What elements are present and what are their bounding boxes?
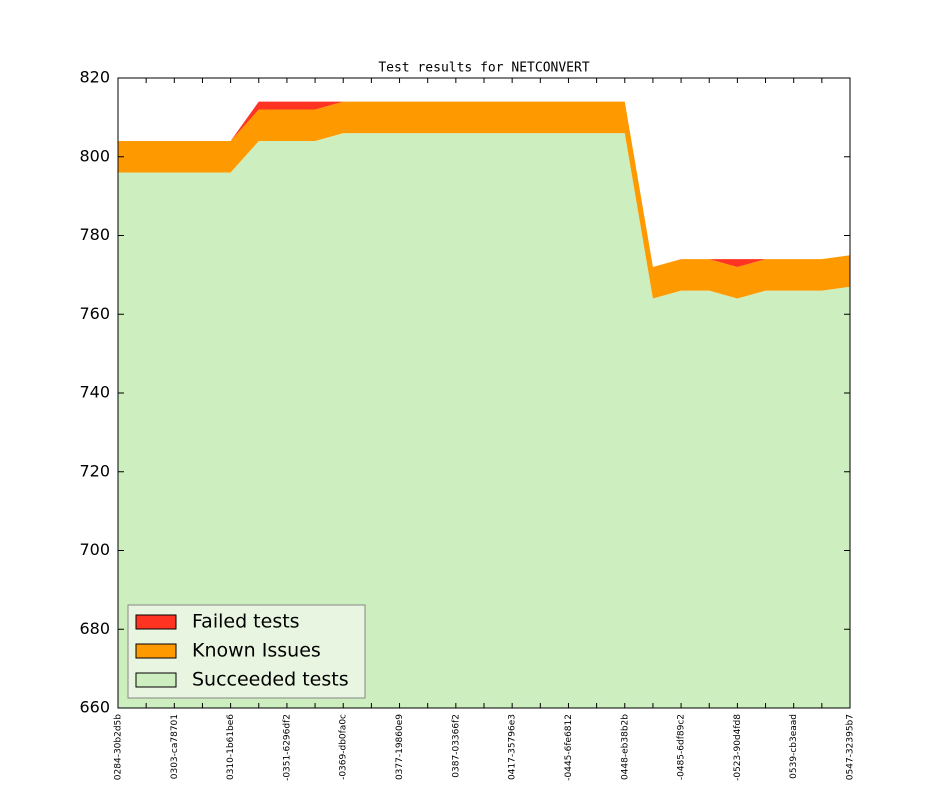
area bbox=[118, 101, 850, 299]
y-tick-label: 700 bbox=[79, 540, 110, 559]
x-tick-label: -0351-6296df2 bbox=[282, 714, 292, 781]
x-tick-label: -0523-90d4fd8 bbox=[733, 714, 743, 781]
y-tick-label: 660 bbox=[79, 698, 110, 717]
y-tick-label: 720 bbox=[79, 461, 110, 480]
x-tick-label: -0369-db0fa0c bbox=[339, 714, 349, 780]
x-tick-label: -0445-6fe6812 bbox=[564, 714, 574, 781]
y-tick-label: 820 bbox=[79, 68, 110, 87]
legend-swatch bbox=[135, 614, 177, 630]
legend-label: Succeeded tests bbox=[192, 669, 349, 691]
chart-title: Test results for NETCONVERT bbox=[378, 61, 589, 76]
y-tick-label: 780 bbox=[79, 225, 110, 244]
x-tick-label: -0485-6df89c2 bbox=[677, 714, 687, 780]
x-tick-label: 0539-cb3eaad bbox=[789, 714, 799, 779]
legend-swatch bbox=[135, 672, 177, 688]
y-tick-label: 740 bbox=[79, 383, 110, 402]
y-tick-label: 800 bbox=[79, 146, 110, 165]
legend-label: Failed tests bbox=[192, 611, 300, 633]
x-tick-label: 0448-eb38b2b bbox=[620, 714, 630, 780]
x-tick-label: 0377-19860e9 bbox=[395, 714, 405, 780]
legend-swatch bbox=[135, 643, 177, 659]
legend-label: Known Issues bbox=[192, 640, 321, 662]
y-tick-label: 680 bbox=[79, 619, 110, 638]
x-tick-label: 0303-ca78701 bbox=[170, 714, 180, 779]
x-tick-label: 0387-03366f2 bbox=[451, 714, 461, 778]
x-tick-label: 0547-32395b7 bbox=[846, 714, 856, 780]
x-tick-label: 0310-1b61be6 bbox=[226, 714, 236, 780]
area bbox=[118, 133, 850, 708]
y-tick-label: 760 bbox=[79, 304, 110, 323]
x-tick-label: 0417-35796e3 bbox=[508, 714, 518, 780]
x-tick-label: 0284-30b2d5b bbox=[114, 714, 124, 780]
